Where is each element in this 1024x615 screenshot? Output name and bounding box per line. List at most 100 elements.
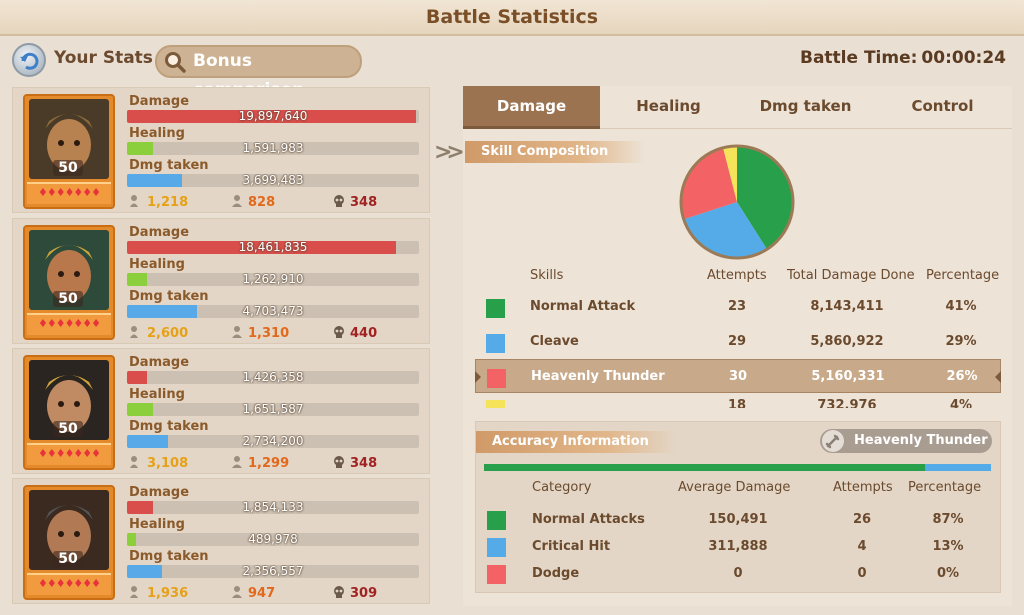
- color-swatch: [486, 400, 505, 408]
- attempts: 0: [857, 566, 867, 581]
- average-damage: 150,491: [708, 512, 768, 527]
- back-button[interactable]: [12, 43, 46, 77]
- pie-slice: [683, 202, 768, 258]
- dmg-taken-bar-fill: [127, 435, 168, 448]
- accuracy-bar-blue: [925, 464, 991, 471]
- hero-stars: ♦♦♦♦♦♦♦: [27, 573, 111, 595]
- damage-value: 18,461,835: [238, 241, 308, 254]
- stat-kills: 309: [332, 585, 377, 601]
- dmg-taken-bar: 2,356,557: [127, 565, 419, 578]
- dmg-taken-bar: 4,703,473: [127, 305, 419, 318]
- stats-panel: Damage Healing Dmg taken Control Skill C…: [463, 86, 1012, 606]
- troops-icon: [130, 326, 138, 338]
- hero-portrait[interactable]: 50 ♦♦♦♦♦♦♦: [23, 225, 115, 340]
- accuracy-row: Dodge 0 0 0%: [476, 562, 1002, 588]
- col-percentage: Percentage: [926, 268, 1000, 283]
- damage-value: 19,897,640: [238, 110, 308, 123]
- dmg-taken-label: Dmg taken: [129, 289, 209, 304]
- skill-row[interactable]: Cleave 29 5,860,922 29%: [475, 325, 1001, 359]
- col-acc-percentage: Percentage: [908, 480, 982, 495]
- tab-healing[interactable]: Healing: [636, 97, 701, 115]
- percentage: 13%: [932, 539, 964, 554]
- dmg-taken-bar: 3,699,483: [127, 174, 419, 187]
- damage-bar-fill: [127, 110, 417, 123]
- tab-control[interactable]: Control: [911, 97, 974, 115]
- dmg-taken-value: 3,699,483: [242, 174, 304, 187]
- skill-total: 5,860,922: [810, 334, 884, 349]
- tab-damage[interactable]: Damage: [463, 86, 600, 129]
- accuracy-bar-green: [484, 464, 926, 471]
- hero-card[interactable]: 50 ♦♦♦♦♦♦♦ Damage 19,897,640 Healing 1,591,98…: [12, 87, 430, 213]
- stat-troops-2: 1,310: [230, 325, 289, 341]
- selection-marker-left: [475, 371, 481, 383]
- percentage: 87%: [932, 512, 964, 527]
- stat-kills: 348: [332, 194, 377, 210]
- damage-label: Damage: [129, 94, 190, 109]
- col-skills: Skills: [530, 268, 564, 283]
- healing-value: 1,651,587: [242, 403, 304, 416]
- skill-row-selected[interactable]: Heavenly Thunder 30 5,160,331 26%: [475, 359, 1001, 393]
- skill-total: 732,976: [817, 398, 877, 408]
- hero-stars: ♦♦♦♦♦♦♦: [27, 313, 111, 335]
- skill-attempts: 30: [728, 369, 748, 384]
- damage-label: Damage: [129, 225, 190, 240]
- selection-marker-right: [995, 371, 1001, 383]
- hero-portrait[interactable]: 50 ♦♦♦♦♦♦♦: [23, 355, 115, 470]
- hero-selector[interactable]: Heavenly Thunder: [820, 429, 992, 453]
- color-swatch: [486, 299, 505, 318]
- tab-dmg-taken[interactable]: Dmg taken: [759, 97, 852, 115]
- stat-troops-1: 2,600: [129, 325, 188, 341]
- dmg-taken-label: Dmg taken: [129, 158, 209, 173]
- skill-row[interactable]: Normal Attack 23 8,143,411 41%: [475, 290, 1001, 324]
- attempts: 26: [852, 512, 872, 527]
- skill-pie-chart: [679, 144, 795, 260]
- col-category: Category: [532, 480, 592, 495]
- hero-level: 50: [53, 291, 83, 307]
- stat-troops-1: 3,108: [129, 455, 188, 471]
- pie-slice: [723, 146, 737, 202]
- bonus-comparison-button[interactable]: Bonus comparison: [155, 45, 362, 100]
- category-name: Normal Attacks: [532, 512, 645, 527]
- stat-troops-1: 1,936: [129, 585, 188, 601]
- hero-portrait[interactable]: 50 ♦♦♦♦♦♦♦: [23, 485, 115, 600]
- wounded-icon: [232, 456, 242, 468]
- healing-bar: 489,978: [127, 533, 419, 546]
- accuracy-box: Accuracy Information Heavenly Thunder Ca…: [475, 421, 1001, 593]
- damage-bar: 1,426,358: [127, 371, 419, 384]
- hero-card[interactable]: 50 ♦♦♦♦♦♦♦ Damage 1,854,133 Healing 489,978 Dm…: [12, 478, 430, 604]
- healing-bar-fill: [127, 533, 136, 546]
- back-arrow-icon: [20, 52, 39, 70]
- healing-bar: 1,591,983: [127, 142, 419, 155]
- troops-icon: [130, 456, 138, 468]
- average-damage: 311,888: [708, 539, 768, 554]
- hero-card[interactable]: 50 ♦♦♦♦♦♦♦ Damage 1,426,358 Healing 1,651,587…: [12, 348, 430, 474]
- damage-bar: 19,897,640: [127, 110, 419, 123]
- damage-bar: 1,854,133: [127, 501, 419, 514]
- dmg-taken-bar-fill: [127, 565, 163, 578]
- healing-bar: 1,262,910: [127, 273, 419, 286]
- damage-bar: 18,461,835: [127, 241, 419, 254]
- hero-face-icon: [29, 490, 109, 570]
- hero-card[interactable]: 50 ♦♦♦♦♦♦♦ Damage 18,461,835 Healing 1,262,91…: [12, 218, 430, 344]
- stat-kills: 348: [332, 455, 377, 471]
- color-swatch: [487, 538, 506, 557]
- skull-icon: [334, 326, 344, 338]
- category-name: Critical Hit: [532, 539, 611, 554]
- skill-attempts: 23: [727, 299, 747, 314]
- your-stats-label: Your Stats: [54, 48, 153, 68]
- skill-row[interactable]: 18 732,976 4%: [475, 398, 1001, 408]
- dmg-taken-bar-fill: [127, 174, 183, 187]
- dmg-taken-label: Dmg taken: [129, 419, 209, 434]
- skill-name: Heavenly Thunder: [531, 369, 665, 384]
- window-title: Battle Statistics: [0, 0, 1024, 36]
- troops-icon: [130, 586, 138, 598]
- damage-bar-fill: [127, 501, 154, 514]
- skill-total: 8,143,411: [810, 299, 884, 314]
- hero-portrait[interactable]: 50 ♦♦♦♦♦♦♦: [23, 94, 115, 209]
- skill-attempts: 29: [727, 334, 747, 349]
- accuracy-row: Normal Attacks 150,491 26 87%: [476, 508, 1002, 534]
- percentage: 0%: [936, 566, 960, 581]
- hero-face-icon: [29, 360, 109, 440]
- accuracy-header: Accuracy Information: [476, 431, 676, 453]
- magnifier-icon: [165, 52, 186, 73]
